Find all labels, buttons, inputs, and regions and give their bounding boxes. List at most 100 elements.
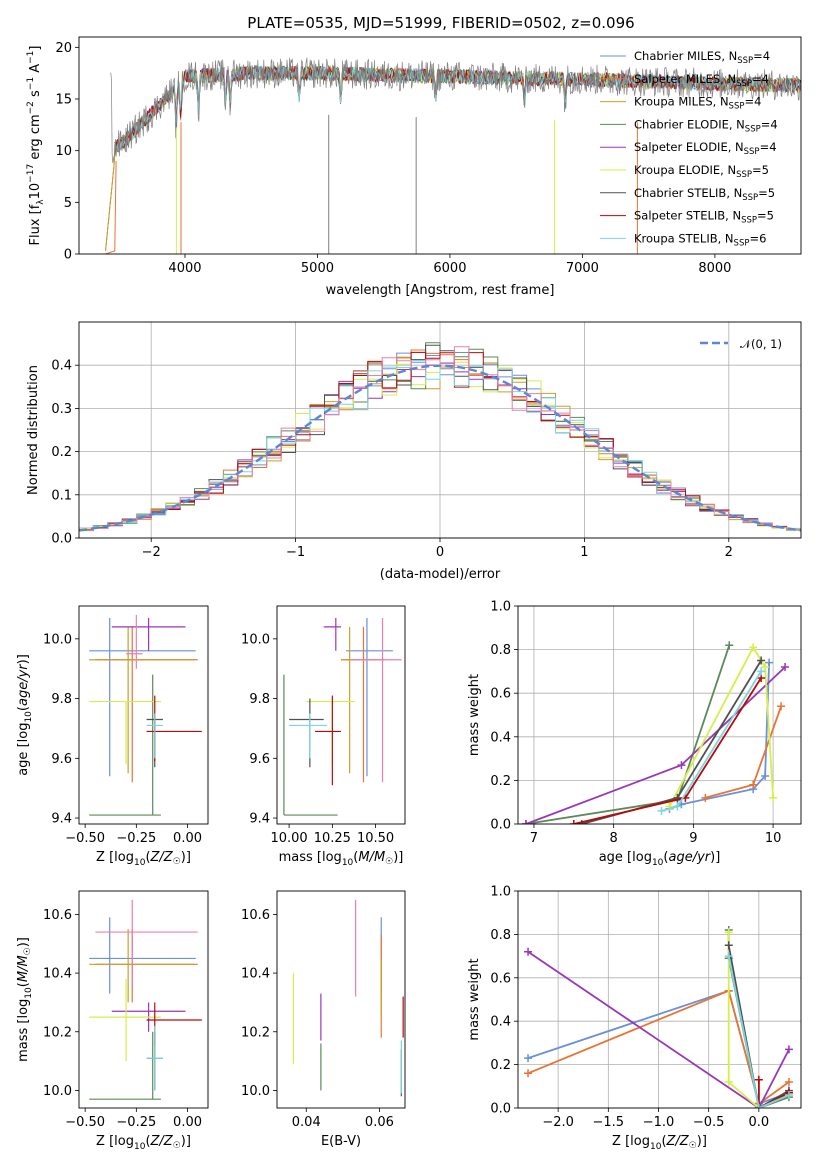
mass-weight-line-kroupa_elodie [668,645,774,808]
x-tick-label: 0.00 [173,831,202,846]
y-tick-label: 1.0 [490,600,511,615]
mass-weight-marker [724,928,733,937]
mass-weight-marker [784,1045,793,1054]
y-tick-label: 5 [64,196,72,211]
legend-label-sub: SSP [742,193,758,203]
x-axis-label-part: )] [181,1134,191,1149]
x-axis-label: E(B-V) [321,1134,361,1149]
legend-label-main: Salpeter MILES, N [634,72,736,86]
legend-label-sub: SSP [734,238,750,248]
x-axis-label-part: ☉ [385,857,393,867]
legend-label-value: =4 [752,72,769,86]
legend-label-sub: SSP [736,79,752,89]
y-axis-label-part: )] [16,937,31,947]
y-axis-label-part: age/yr [16,663,31,706]
legend-label: Kroupa STELIB, NSSP=6 [634,231,766,248]
y-tick-label: 0.0 [51,532,72,547]
x-tick-label: −0.5 [693,1115,725,1130]
y-tick-label: 10.2 [241,1025,270,1040]
panel-age_vs_mass: 10.00 10.25 10.50 9.4 9.6 9.8 10.0 mass [log10(… [241,605,406,868]
y-tick-label: 0.2 [490,774,511,789]
mass-weight-marker [757,667,766,676]
legend-label: Kroupa MILES, NSSP=4 [634,95,761,112]
y-axis-label-part: Flux [f [28,204,43,245]
legend-label: Salpeter STELIB, NSSP=5 [634,209,774,226]
legend-label-value: =5 [758,186,775,200]
plot-area [521,641,790,824]
x-axis-label-part: wavelength [Angstrom, rest frame] [326,283,555,298]
x-axis-label-part: age/yr [668,850,711,865]
legend-label-sub: SSP [736,170,752,180]
x-tick-label: 5000 [301,261,334,276]
legend-label-value: =6 [749,231,766,245]
y-axis-label-part: ] [28,46,43,51]
x-tick-label: −1 [286,545,305,560]
y-axis-label-part: −1 [26,51,36,64]
x-axis-label-part: Z [log [96,1134,134,1149]
y-tick-label: 9.6 [249,752,270,767]
x-axis-label-part: )] [181,850,191,865]
mass-weight-marker [701,793,710,802]
x-tick-label: 2 [725,545,733,560]
plot-area [292,899,404,1097]
x-axis-label-part: )] [393,850,403,865]
x-tick-label: 8 [610,831,618,846]
legend-label-sub: SSP [744,147,760,157]
mass-weight-marker [725,641,734,650]
figure-title: PLATE=0535, MJD=51999, FIBERID=0502, z=0… [247,14,634,32]
legend-label-main: Kroupa ELODIE, N [634,163,736,177]
y-tick-label: 10.0 [43,1084,72,1099]
x-axis-label-part: ( [661,1134,666,1149]
legend-label-main: Salpeter STELIB, N [634,209,741,223]
legend-label: Salpeter MILES, NSSP=4 [634,72,769,89]
residual-legend: 𝒩(0, 1) [700,337,782,351]
mass-weight-marker [754,1104,763,1108]
mass-weight-marker [677,761,686,770]
x-axis-label-part: ☉ [689,1141,697,1151]
mass-weight-line-salpeter_elodie [525,666,786,824]
legend-label-main: Chabrier ELODIE, N [634,117,745,131]
mass-weight-marker [524,947,533,956]
observed-spectrum [110,57,801,163]
y-tick-label: 10.6 [241,908,270,923]
y-tick-label: 0.4 [490,1015,511,1030]
x-tick-label: 1 [580,545,588,560]
mass-weight-marker [761,663,770,672]
y-axis-label: Flux [fλ10−17 erg cm−2 s−1 A−1] [26,46,46,246]
y-axis-label-part: ( [16,982,31,987]
mass-weight-line-chabrier_stelib [727,945,790,1108]
x-tick-label: 8000 [698,261,731,276]
x-tick-label: −0.25 [116,831,156,846]
y-axis-label-part: 10 [28,183,43,200]
mass-weight-marker [749,780,758,789]
x-axis-label: Z [log10(Z/Z☉)] [96,850,191,868]
x-axis-label-part: 10 [342,858,354,868]
y-tick-label: 9.4 [51,812,72,827]
x-axis-label-part: Z/Z [150,1134,174,1149]
x-tick-label: 0.06 [365,1115,394,1130]
x-axis-label-part: Z [log [612,1134,650,1149]
mass-weight-line-chabrier_elodie [525,644,731,824]
x-tick-label: 10.25 [314,831,351,846]
legend-label: Chabrier STELIB, NSSP=5 [634,186,775,203]
y-axis-label-part: 10 [24,711,34,723]
y-axis-label-part: Normed distribution [26,365,41,495]
y-axis-label: Normed distribution [26,365,41,495]
axes-frame [276,605,406,825]
legend-label-main: Chabrier STELIB, N [634,186,742,200]
x-axis-label: (data-model)/error [380,567,501,582]
x-axis-label-part: )] [697,1134,707,1149]
mass-weight-marker [657,806,666,815]
y-tick-label: 0.0 [490,818,511,833]
y-axis-label-part: )] [16,654,31,664]
plot-area [524,926,793,1108]
x-axis-label-part: ( [145,850,150,865]
y-tick-label: 20 [55,41,72,56]
mass-weight-marker [673,802,682,811]
legend-label: Kroupa ELODIE, NSSP=5 [634,163,769,180]
plot-area [105,57,801,254]
y-axis-label-part: M/M [16,955,31,982]
y-axis-label: mass [log10(M/M☉)] [16,937,34,1062]
